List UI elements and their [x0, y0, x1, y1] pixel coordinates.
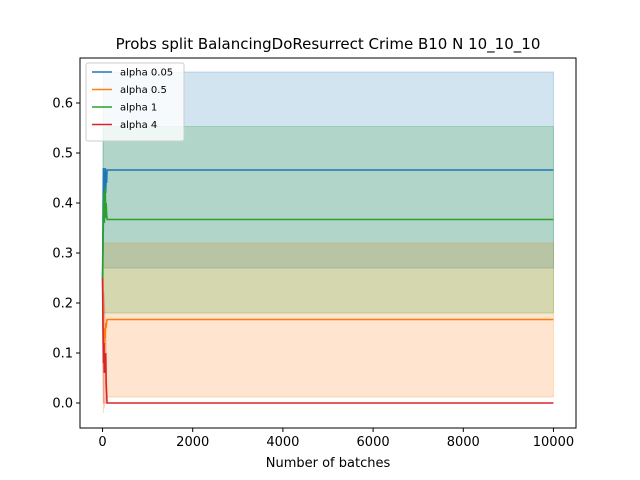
x-axis-label: Number of batches: [266, 456, 391, 471]
y-tick-label-0: 0.0: [52, 397, 73, 412]
y-tick-label-2: 0.2: [52, 297, 73, 312]
y-tick-label-1: 0.1: [52, 347, 73, 362]
x-tick-label-2: 4000: [266, 435, 299, 450]
y-tick-label-5: 0.5: [52, 147, 73, 162]
band-series-2: [102, 126, 554, 329]
y-axis: 0.0 0.1 0.2 0.3 0.4 0.5 0.6: [52, 97, 80, 412]
x-tick-label-5: 10000: [533, 435, 574, 450]
x-tick-label-3: 6000: [357, 435, 390, 450]
legend-label-3: alpha 4: [120, 120, 157, 131]
y-tick-label-6: 0.6: [52, 97, 73, 112]
x-axis: 0 2000 4000 6000 8000 10000: [98, 428, 574, 450]
y-tick-label-4: 0.4: [52, 197, 73, 212]
x-tick-label-4: 8000: [447, 435, 480, 450]
legend-label-1: alpha 0.5: [120, 85, 167, 96]
legend-label-2: alpha 1: [120, 103, 157, 114]
line-series-0: [101, 167, 554, 279]
x-tick-label-0: 0: [98, 435, 106, 450]
line-series-2: [101, 187, 554, 279]
series-lines: [101, 167, 554, 404]
x-tick-label-1: 2000: [176, 435, 209, 450]
band-series-3: [102, 277, 554, 404]
legend-box: [85, 62, 185, 142]
chart-title: Probs split BalancingDoResurrect Crime B…: [116, 35, 541, 54]
legend-label-0: alpha 0.05: [120, 68, 173, 79]
plot-frame: [79, 57, 577, 429]
line-series-3: [101, 277, 554, 404]
legend: alpha 0.05 alpha 0.5 alpha 1 alpha 4: [85, 62, 185, 142]
y-tick-label-3: 0.3: [52, 247, 73, 262]
confidence-bands: [102, 71, 554, 414]
